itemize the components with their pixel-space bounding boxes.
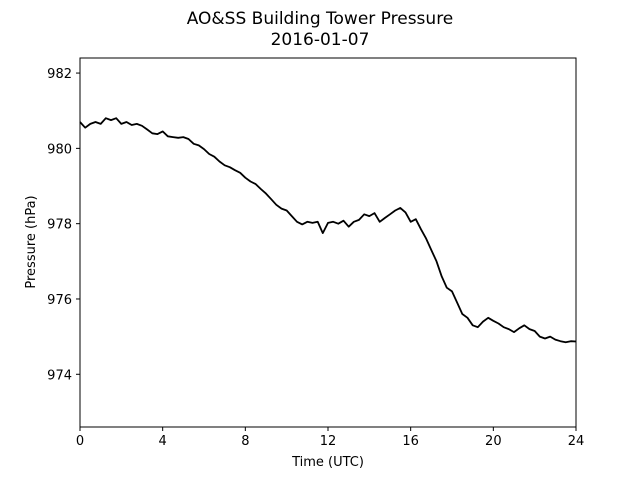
x-tick-label: 4 [159, 434, 167, 449]
y-tick-label: 976 [47, 293, 72, 308]
y-tick-label: 980 [47, 142, 72, 157]
y-axis-ticks: 974 976 978 980 982 [47, 67, 80, 383]
x-axis-label: Time (UTC) [291, 455, 364, 470]
y-axis-label: Pressure (hPa) [24, 195, 39, 288]
plot-frame [79, 57, 577, 428]
x-tick-label: 12 [320, 434, 337, 449]
x-tick-label: 20 [485, 434, 502, 449]
chart-title: AO&SS Building Tower Pressure [187, 9, 454, 29]
series-line-pressure [79, 117, 577, 344]
y-tick-label: 974 [47, 368, 72, 383]
chart-subtitle: 2016-01-07 [271, 30, 370, 50]
x-tick-label: 16 [402, 434, 419, 449]
y-tick-label: 978 [47, 218, 72, 233]
y-tick-label: 982 [47, 67, 72, 82]
x-axis-ticks: 0 4 8 12 16 20 24 [76, 427, 584, 449]
x-tick-label: 0 [76, 434, 84, 449]
x-tick-label: 8 [241, 434, 249, 449]
x-tick-label: 24 [568, 434, 585, 449]
